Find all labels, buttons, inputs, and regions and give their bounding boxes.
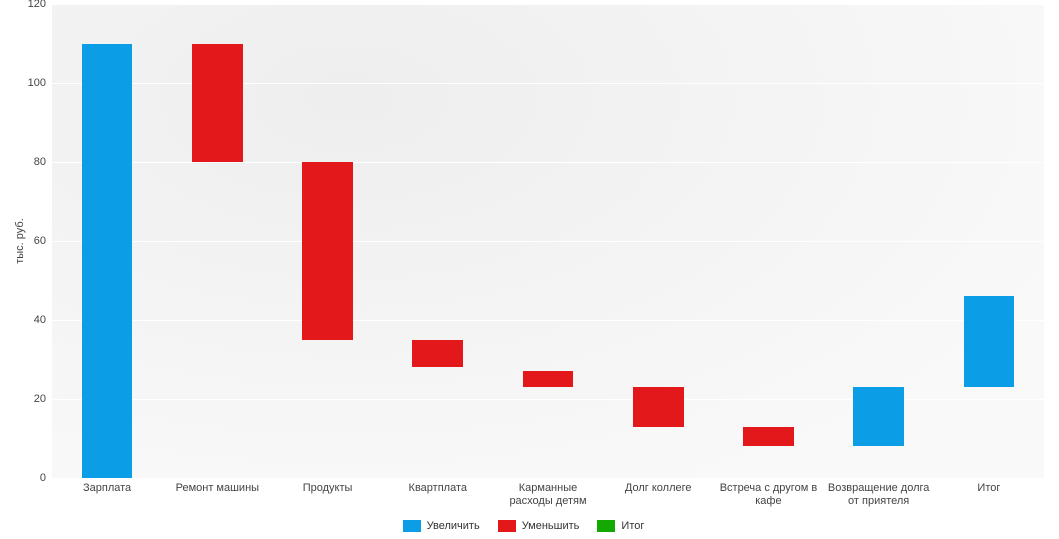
- x-tick-label: Ремонт машины: [165, 482, 270, 495]
- gridline: [52, 241, 1044, 242]
- x-tick-label: Встреча с другом в кафе: [716, 482, 821, 508]
- bar-decrease: [633, 387, 684, 427]
- x-tick-label: Квартплата: [385, 482, 490, 495]
- legend-label-total: Итог: [621, 520, 644, 532]
- x-tick-label: Продукты: [275, 482, 380, 495]
- legend-swatch-total: [597, 520, 615, 532]
- bar-increase: [853, 387, 904, 446]
- waterfall-chart: 020406080100120 тыс. руб. ЗарплатаРемонт…: [0, 0, 1059, 539]
- x-tick-label: Зарплата: [55, 482, 160, 495]
- gridline: [52, 320, 1044, 321]
- legend-swatch-decrease: [498, 520, 516, 532]
- x-tick-label: Итог: [937, 482, 1042, 495]
- legend: Увеличить Уменьшить Итог: [0, 520, 1059, 532]
- bar-decrease: [743, 427, 794, 447]
- legend-swatch-increase: [403, 520, 421, 532]
- y-axis-title: тыс. руб.: [14, 218, 26, 264]
- gridline: [52, 162, 1044, 163]
- bar-decrease: [412, 340, 463, 368]
- x-tick-label: Возвращение долга от приятеля: [826, 482, 931, 508]
- bar-increase: [964, 296, 1015, 387]
- y-tick-label: 120: [16, 0, 46, 10]
- legend-label-decrease: Уменьшить: [522, 520, 580, 532]
- gridline: [52, 478, 1044, 479]
- y-tick-label: 20: [16, 393, 46, 405]
- y-tick-label: 80: [16, 156, 46, 168]
- bar-increase: [82, 44, 133, 479]
- bar-decrease: [302, 162, 353, 340]
- y-tick-label: 100: [16, 77, 46, 89]
- bar-decrease: [192, 44, 243, 163]
- y-tick-label: 0: [16, 472, 46, 484]
- y-tick-label: 40: [16, 314, 46, 326]
- bar-decrease: [523, 371, 574, 387]
- x-tick-label: Карманные расходы детям: [496, 482, 601, 508]
- legend-label-increase: Увеличить: [427, 520, 480, 532]
- gridline: [52, 4, 1044, 5]
- x-tick-label: Долг коллеге: [606, 482, 711, 495]
